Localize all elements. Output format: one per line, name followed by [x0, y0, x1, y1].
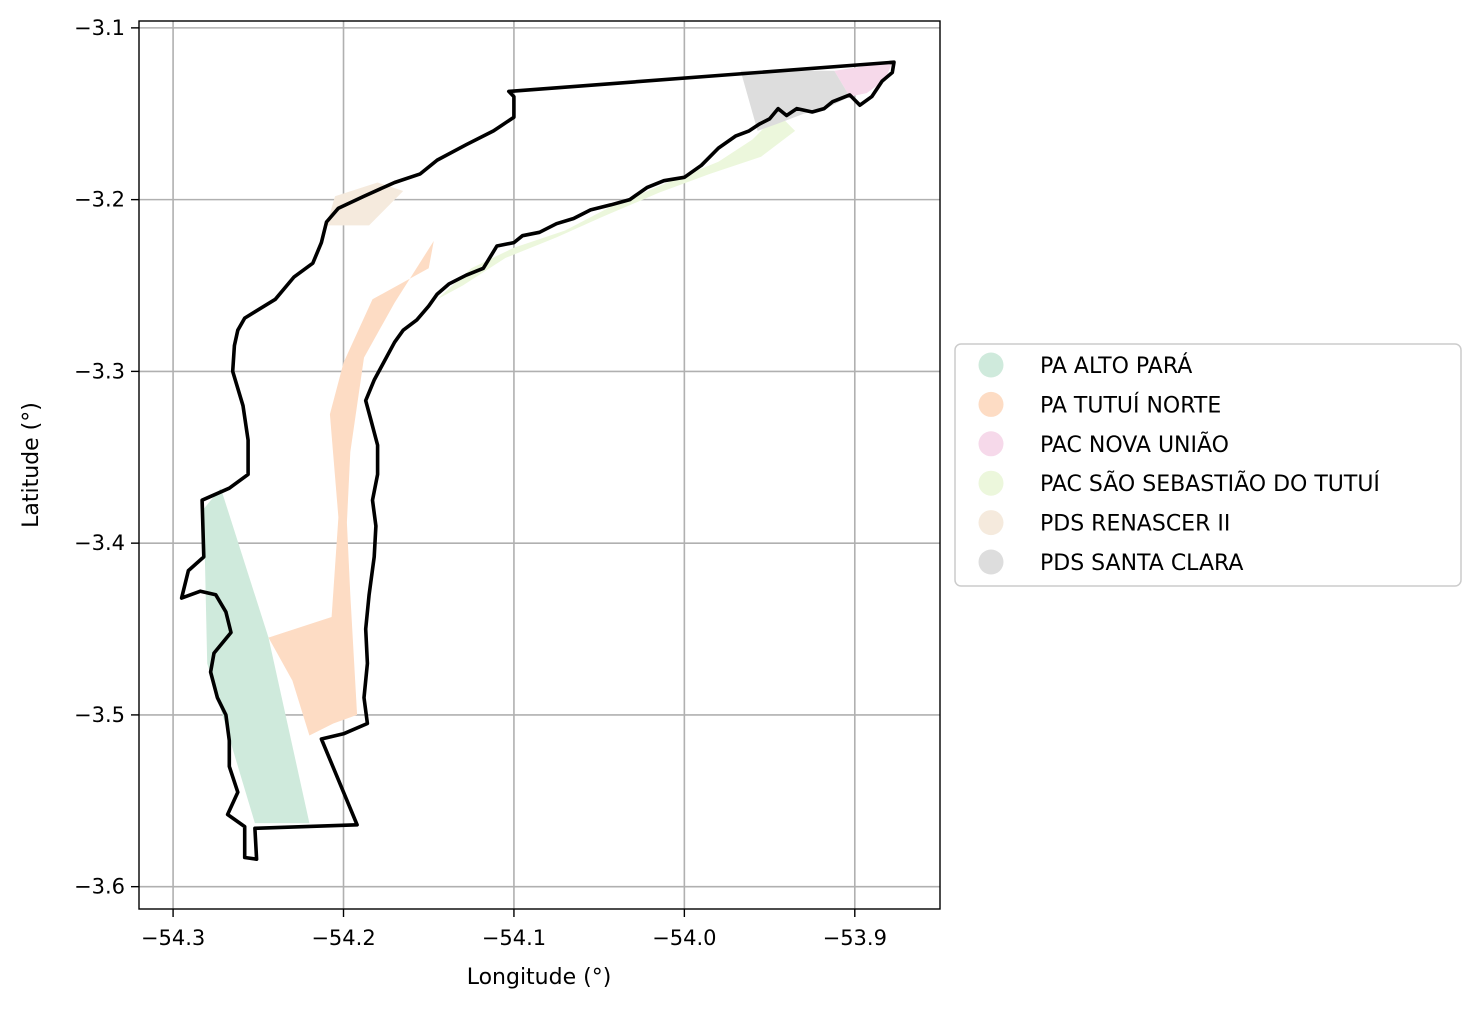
settlement-area-4 [437, 113, 796, 300]
legend-marker [978, 431, 1004, 457]
x-tick-label: −54.0 [652, 926, 716, 950]
legend-label: PA ALTO PARÁ [1040, 353, 1192, 379]
x-axis-label: Longitude (°) [467, 965, 612, 990]
settlement-area-6 [740, 70, 850, 131]
legend-marker [978, 470, 1004, 496]
y-tick-label: −3.6 [74, 875, 125, 899]
y-axis-label: Latitude (°) [19, 402, 44, 528]
y-tick-label: −3.2 [74, 188, 125, 212]
x-tick-label: −54.3 [141, 926, 205, 950]
legend-marker [978, 352, 1004, 378]
settlement-area-5 [326, 182, 404, 226]
legend-box [954, 343, 1462, 587]
settlement-area-2 [268, 240, 434, 736]
legend-label: PDS RENASCER II [1040, 512, 1230, 537]
y-tick-label: −3.5 [74, 703, 125, 727]
y-tick-label: −3.1 [74, 16, 125, 40]
legend-marker [978, 510, 1004, 536]
x-tick-label: −54.2 [311, 926, 375, 950]
y-tick-label: −3.4 [74, 531, 125, 555]
legend-marker [978, 391, 1004, 417]
legend-entries: PA ALTO PARÁ PA TUTUÍ NORTE PAC NOVA UNIÃO… [978, 352, 1380, 576]
settlement-area-3 [834, 62, 893, 97]
legend-marker [978, 549, 1004, 575]
y-axis-ticks: −3.1 −3.2 −3.3 −3.4 −3.5 −3.6 [74, 16, 139, 899]
legend-label: PDS SANTA CLARA [1040, 551, 1243, 576]
legend-label: PA TUTUÍ NORTE [1040, 392, 1221, 418]
y-tick-label: −3.3 [74, 359, 125, 383]
x-tick-label: −53.9 [823, 926, 887, 950]
region-boundary [179, 60, 896, 862]
plot-frame [138, 20, 941, 910]
legend-label: PAC SÃO SEBASTIÃO DO TUTUÍ [1040, 470, 1380, 497]
legend-label: PAC NOVA UNIÃO [1040, 431, 1229, 458]
boundary-layer [179, 60, 896, 862]
x-tick-label: −54.1 [482, 926, 546, 950]
legend: PA ALTO PARÁ PA TUTUÍ NORTE PAC NOVA UNIÃO… [954, 343, 1462, 587]
x-axis-ticks: −54.3 −54.2 −54.1 −54.0 −53.9 [141, 909, 887, 950]
